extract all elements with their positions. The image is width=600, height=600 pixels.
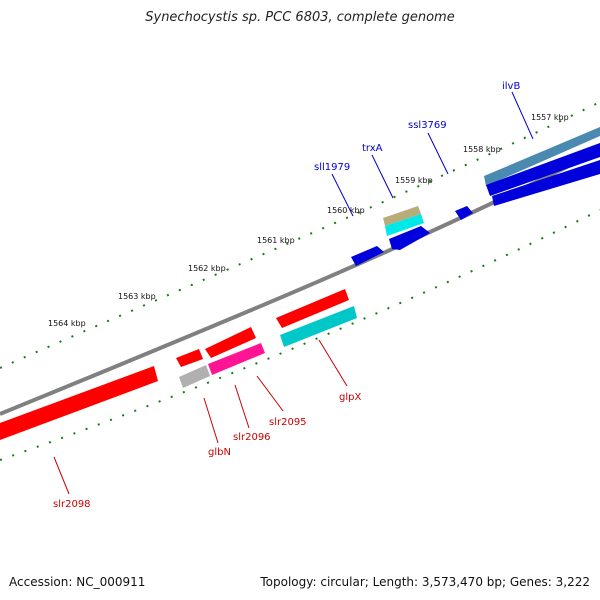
genome-backbone bbox=[0, 150, 600, 414]
leader-glbN bbox=[204, 398, 218, 443]
scale-label-1563: 1563 kbp bbox=[118, 292, 156, 301]
gene-label-slr2095[interactable]: slr2095 bbox=[269, 417, 307, 428]
gene-glbN[interactable] bbox=[179, 365, 210, 388]
gene-slr2096[interactable] bbox=[176, 349, 203, 367]
scale-label-1564: 1564 kbp bbox=[48, 319, 86, 328]
gene-label-glbN[interactable]: glbN bbox=[208, 447, 231, 458]
topology-label: Topology: circular; Length: 3,573,470 bp… bbox=[260, 575, 590, 589]
leader-slr2095 bbox=[257, 376, 283, 411]
leader-ilvB bbox=[512, 92, 533, 139]
leader-trxA bbox=[372, 155, 393, 198]
scale-label-1557: 1557 kbp bbox=[531, 113, 569, 122]
scale-label-1562: 1562 kbp bbox=[188, 264, 226, 273]
scale-label-1561: 1561 kbp bbox=[257, 236, 295, 245]
scale-label-1560: 1560 kbp bbox=[327, 206, 365, 215]
scale-label-1559: 1559 kbp bbox=[395, 176, 433, 185]
gene-label-sll1979[interactable]: sll1979 bbox=[314, 162, 350, 173]
leader-ssl3769 bbox=[428, 133, 448, 174]
scale-label-1558: 1558 kbp bbox=[463, 145, 501, 154]
gene-label-trxA[interactable]: trxA bbox=[362, 143, 383, 154]
accession-label: Accession: NC_000911 bbox=[9, 575, 145, 589]
gene-label-ilvB[interactable]: ilvB bbox=[502, 81, 520, 92]
genome-map: 1557 kbp 1558 kbp 1559 kbp 1560 kbp 1561… bbox=[0, 0, 600, 600]
gene-label-slr2098[interactable]: slr2098 bbox=[53, 499, 91, 510]
leader-glpX bbox=[319, 340, 347, 386]
gene-label-ssl3769[interactable]: ssl3769 bbox=[408, 120, 447, 131]
gene-label-slr2096[interactable]: slr2096 bbox=[233, 432, 271, 443]
leader-slr2096 bbox=[235, 385, 249, 428]
leader-slr2098 bbox=[54, 457, 69, 494]
gene-label-glpX[interactable]: glpX bbox=[339, 392, 361, 403]
